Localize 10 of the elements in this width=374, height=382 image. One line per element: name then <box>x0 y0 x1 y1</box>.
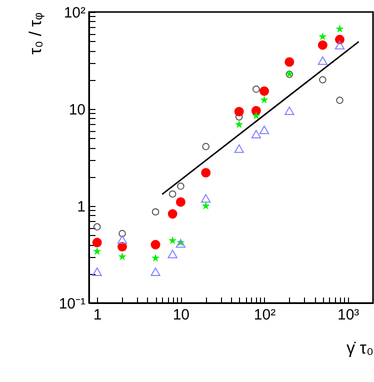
x-tick-label: 10² <box>254 306 276 324</box>
x-axis-title: γ̇ τ₀ <box>346 338 374 358</box>
y-tick-label: 10 <box>68 102 86 118</box>
y-tick-label: 1 <box>77 198 86 216</box>
x-tick-label: 10 <box>172 306 190 324</box>
x-tick-label: 10³ <box>337 306 360 324</box>
y-axis-title: τ₀ / τᵩ <box>26 12 45 55</box>
y-tick-label: 10² <box>64 4 86 22</box>
x-tick-label: 1 <box>93 306 102 324</box>
y-tick-label: 10⁻¹ <box>58 296 86 312</box>
